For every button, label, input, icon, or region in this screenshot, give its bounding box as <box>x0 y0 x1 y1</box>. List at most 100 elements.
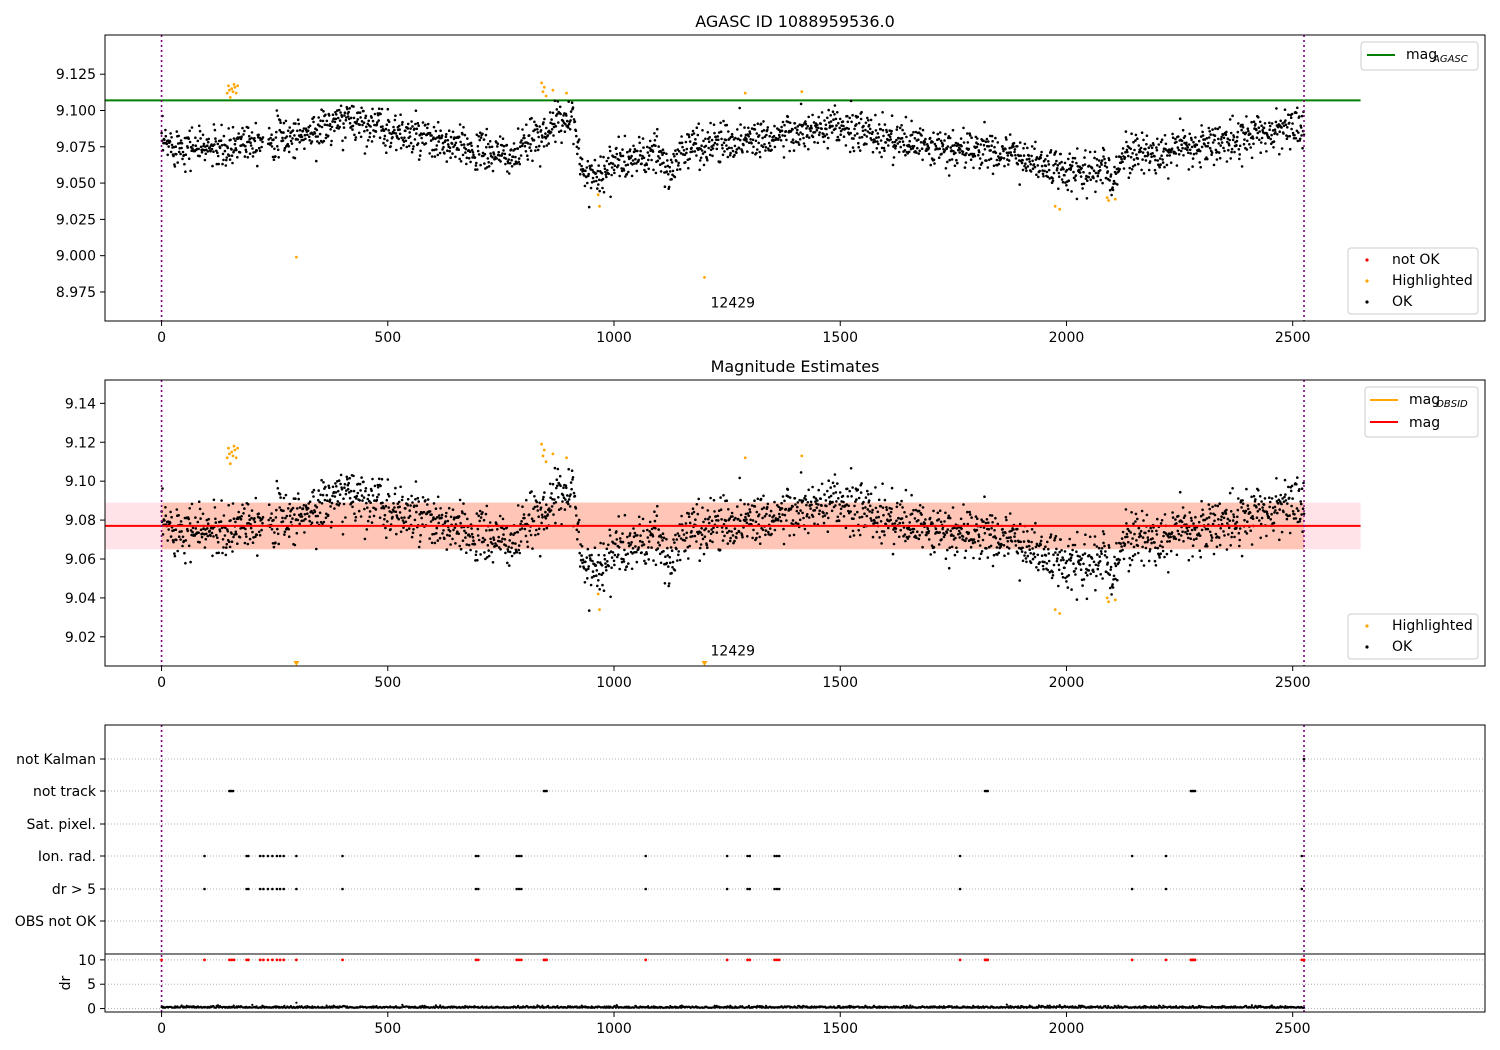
ok-point <box>1136 517 1139 521</box>
ok-point <box>1042 174 1045 178</box>
ok-point <box>895 138 898 142</box>
ok-point <box>384 504 388 508</box>
ok-point <box>175 153 178 156</box>
ok-point <box>301 507 305 510</box>
ok-point <box>269 136 272 140</box>
highlighted-point <box>231 454 235 458</box>
ok-point <box>1031 167 1035 170</box>
ok-point <box>1270 122 1274 125</box>
offscale-marker <box>701 661 708 667</box>
ok-point <box>354 515 358 519</box>
ok-point <box>831 481 835 485</box>
ok-point <box>637 158 640 162</box>
ok-point <box>1161 549 1165 553</box>
ok-point <box>288 126 292 129</box>
ok-point <box>953 144 956 147</box>
ok-point <box>1140 131 1144 134</box>
ok-point <box>1021 546 1024 550</box>
ok-point <box>1032 163 1036 166</box>
ok-point <box>352 105 355 108</box>
ok-point <box>1125 522 1128 525</box>
ok-point <box>613 563 616 567</box>
ok-point <box>817 512 821 516</box>
ok-point <box>1137 526 1141 530</box>
ok-point <box>1034 140 1037 144</box>
ok-point <box>1298 488 1301 491</box>
ok-point <box>823 134 827 138</box>
ok-point <box>972 166 975 170</box>
ok-point <box>829 114 832 117</box>
ok-point <box>240 135 243 138</box>
ok-point <box>1013 532 1017 535</box>
ok-point <box>1157 143 1161 146</box>
ok-point <box>1278 538 1281 542</box>
ok-point <box>762 506 766 510</box>
legend-status <box>1347 613 1479 660</box>
highlighted-point <box>233 448 237 452</box>
ok-point <box>1200 528 1204 532</box>
ok-point <box>657 541 660 544</box>
ok-point <box>416 121 420 125</box>
ok-point <box>850 495 853 498</box>
ok-point <box>614 542 617 546</box>
ok-point <box>921 506 925 509</box>
ok-point <box>251 530 254 534</box>
ok-point <box>986 166 990 169</box>
ok-point <box>873 140 877 143</box>
ok-point <box>615 530 618 533</box>
ok-point <box>511 155 515 158</box>
ok-point <box>1214 532 1218 536</box>
ok-point <box>1259 536 1262 540</box>
ok-point <box>364 489 367 493</box>
ok-point <box>1070 190 1073 193</box>
ok-point <box>406 504 410 507</box>
ok-point <box>807 531 810 535</box>
ok-point <box>973 154 977 158</box>
ok-point <box>868 510 871 513</box>
ok-point <box>804 120 807 123</box>
ok-point <box>360 106 363 110</box>
ok-point <box>630 174 634 178</box>
ok-point <box>851 486 854 489</box>
ok-point <box>1039 153 1043 157</box>
ok-point <box>347 110 351 114</box>
ok-point <box>1192 522 1195 525</box>
ok-point <box>853 127 856 131</box>
ok-point <box>995 158 999 162</box>
ok-point <box>926 527 930 530</box>
ok-point <box>1240 506 1243 509</box>
ok-point <box>298 141 302 144</box>
ok-point <box>1298 115 1301 118</box>
ok-point <box>1296 476 1299 479</box>
ok-point <box>395 514 399 517</box>
ok-point <box>1175 164 1179 167</box>
ok-point <box>1171 511 1174 514</box>
ok-point <box>1270 133 1273 137</box>
ok-point <box>685 536 688 540</box>
ok-point <box>281 520 285 523</box>
highlighted-point <box>225 456 229 460</box>
ok-point <box>674 149 677 152</box>
ok-point <box>1187 558 1191 562</box>
ok-point <box>987 527 991 531</box>
ok-point <box>1238 538 1241 542</box>
ok-point <box>912 527 916 531</box>
ok-point <box>896 501 899 505</box>
ok-point <box>749 518 752 522</box>
ok-point <box>597 572 601 576</box>
ok-point <box>717 138 720 142</box>
ok-point <box>741 535 744 539</box>
ok-point <box>1268 500 1272 504</box>
ok-point <box>753 123 756 127</box>
ok-point <box>892 156 896 159</box>
ok-point <box>1226 517 1230 521</box>
ok-point <box>1201 508 1204 512</box>
ok-point <box>1067 574 1071 577</box>
ok-point <box>276 532 280 536</box>
ok-point <box>1137 162 1140 166</box>
ok-point <box>428 537 432 540</box>
highlighted-point <box>230 87 234 91</box>
ok-point <box>811 515 815 518</box>
ok-point <box>335 485 338 488</box>
ok-point <box>1263 122 1267 125</box>
